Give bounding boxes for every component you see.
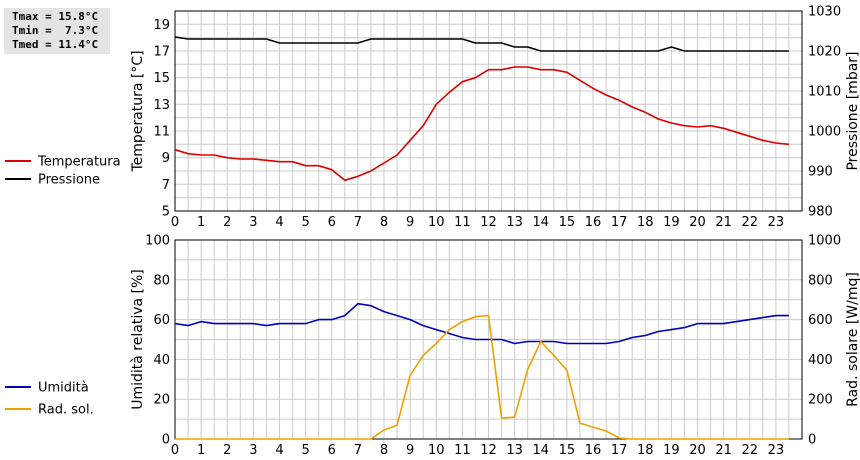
y-tick-label-left: 80 (153, 273, 170, 288)
x-tick-label: 7 (354, 215, 362, 230)
x-tick-label: 13 (506, 215, 523, 230)
x-tick-label: 13 (506, 443, 523, 458)
x-tick-label: 19 (663, 215, 680, 230)
x-tick-label: 12 (480, 215, 497, 230)
x-tick-label: 9 (406, 443, 414, 458)
tmin-text: Tmin = 7.3°C (12, 24, 99, 37)
y-tick-label-right: 980 (808, 205, 833, 220)
legend-label: Pressione (38, 173, 100, 188)
y-tick-label-left: 5 (162, 205, 170, 220)
y-tick-label-right: 200 (808, 393, 833, 408)
x-tick-label: 6 (328, 443, 336, 458)
stats-box: Tmax = 15.8°C Tmin = 7.3°C Tmed = 11.4°C (4, 8, 110, 54)
x-tick-label: 16 (585, 215, 602, 230)
y-tick-label-left: 100 (145, 234, 170, 249)
x-tick-label: 15 (559, 443, 576, 458)
x-tick-label: 5 (301, 215, 309, 230)
x-tick-label: 10 (428, 443, 445, 458)
x-tick-label: 3 (249, 215, 257, 230)
y-tick-label-left: 0 (162, 433, 170, 448)
y-axis-label-right: Pressione [mbar] (845, 51, 860, 170)
x-tick-label: 2 (223, 443, 231, 458)
y-tick-label-left: 13 (153, 98, 170, 113)
legend-label: Umidità (38, 381, 89, 396)
x-tick-label: 18 (637, 215, 654, 230)
x-tick-label: 15 (559, 215, 576, 230)
tmax-text: Tmax = 15.8°C (12, 10, 99, 23)
x-tick-label: 19 (663, 443, 680, 458)
x-tick-label: 17 (611, 443, 628, 458)
x-tick-label: 22 (742, 443, 759, 458)
legend-label: Rad. sol. (38, 403, 94, 418)
x-tick-label: 2 (223, 215, 231, 230)
x-tick-label: 21 (715, 215, 732, 230)
x-tick-label: 4 (275, 443, 283, 458)
x-tick-label: 16 (585, 443, 602, 458)
y-tick-label-right: 0 (808, 433, 816, 448)
y-axis-label-left: Umidità relativa [%] (130, 269, 146, 410)
x-tick-label: 10 (428, 215, 445, 230)
legend-label: Temperatura (37, 155, 121, 170)
y-tick-label-left: 60 (153, 313, 170, 328)
y-tick-label-left: 40 (153, 353, 170, 368)
y-tick-label-right: 1000 (808, 125, 841, 140)
y-axis-label-left: Temperatura [°C] (130, 50, 146, 172)
x-tick-label: 0 (171, 443, 179, 458)
y-tick-label-right: 1030 (808, 5, 841, 20)
series-line (174, 66, 789, 182)
x-tick-label: 11 (454, 215, 471, 230)
x-tick-label: 12 (480, 443, 497, 458)
x-tick-label: 14 (533, 443, 550, 458)
chart-panel-1: 0 1 2 3 4 5 6 7 8 9 10 11 12 13 14 15 16 17 18 19 20 21 22 2357… (5, 5, 860, 230)
y-tick-label-right: 400 (808, 353, 833, 368)
x-tick-label: 23 (768, 215, 785, 230)
x-tick-label: 9 (406, 215, 414, 230)
x-tick-label: 4 (275, 215, 283, 230)
y-tick-label-left: 11 (153, 125, 170, 140)
x-tick-label: 8 (380, 443, 388, 458)
x-tick-label: 3 (249, 443, 257, 458)
x-tick-label: 17 (611, 215, 628, 230)
tmed-text: Tmed = 11.4°C (12, 38, 99, 51)
plot-frame (174, 239, 803, 440)
y-tick-label-right: 1000 (808, 234, 841, 249)
x-tick-label: 5 (301, 443, 309, 458)
x-tick-label: 20 (689, 443, 706, 458)
chart-panel-2: 0 1 2 3 4 5 6 7 8 9 10 11 12 13 14 15 16 17 18 19 20 21 22 2302… (5, 234, 860, 458)
plot-frame (174, 10, 803, 212)
series-line (174, 36, 789, 52)
x-tick-label: 8 (380, 215, 388, 230)
x-tick-label: 11 (454, 443, 471, 458)
y-tick-label-left: 9 (162, 151, 170, 166)
x-tick-label: 23 (768, 443, 785, 458)
y-tick-label-left: 15 (153, 71, 170, 86)
x-tick-label: 1 (197, 443, 205, 458)
x-tick-label: 6 (328, 215, 336, 230)
x-tick-label: 22 (742, 215, 759, 230)
x-tick-label: 14 (533, 215, 550, 230)
y-tick-label-right: 800 (808, 273, 833, 288)
y-tick-label-left: 7 (162, 178, 170, 193)
x-tick-label: 21 (715, 443, 732, 458)
y-axis-label-right: Rad. solare [W/mq] (845, 272, 860, 407)
y-tick-label-left: 19 (153, 18, 170, 33)
x-tick-label: 0 (171, 215, 179, 230)
series-line (174, 302, 789, 345)
y-tick-label-left: 17 (153, 45, 170, 60)
y-tick-label-right: 990 (808, 165, 833, 180)
series-line (175, 314, 789, 440)
y-tick-label-right: 1020 (808, 45, 841, 60)
x-tick-label: 20 (689, 215, 706, 230)
x-tick-label: 7 (354, 443, 362, 458)
y-tick-label-right: 600 (808, 313, 833, 328)
x-tick-label: 18 (637, 443, 654, 458)
y-tick-label-right: 1010 (808, 85, 841, 100)
x-tick-label: 1 (197, 215, 205, 230)
y-tick-label-left: 20 (153, 393, 170, 408)
